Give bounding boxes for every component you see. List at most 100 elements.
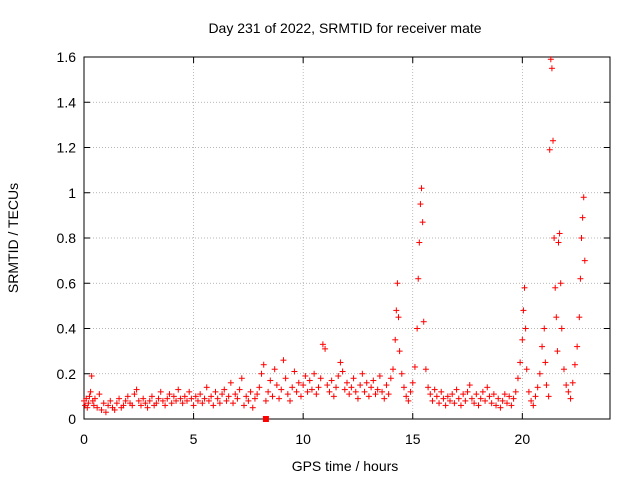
data-point (94, 404, 101, 411)
data-point (449, 391, 456, 398)
data-point (497, 404, 504, 411)
data-point (379, 388, 386, 395)
data-point (346, 391, 353, 398)
data-point (522, 325, 529, 332)
data-point (184, 397, 191, 404)
data-point (157, 388, 164, 395)
data-point (390, 366, 397, 373)
data-point (409, 379, 416, 386)
data-point (278, 386, 285, 393)
data-point (359, 370, 366, 377)
data-point (578, 235, 585, 241)
data-point (425, 384, 432, 391)
data-point (395, 314, 402, 321)
x-tick-label: 0 (80, 431, 88, 447)
data-point (383, 382, 390, 389)
data-point (427, 391, 434, 398)
data-point (287, 397, 294, 404)
data-point (420, 318, 427, 325)
data-point (339, 368, 346, 375)
square-marker (262, 416, 269, 422)
data-point (315, 384, 322, 391)
data-point (464, 388, 471, 395)
data-point (291, 368, 298, 375)
data-point (140, 395, 147, 402)
data-point (555, 239, 562, 246)
data-point (297, 393, 304, 400)
data-point (330, 393, 337, 400)
data-point (236, 386, 243, 393)
data-point (563, 382, 570, 389)
data-point (394, 280, 401, 287)
data-point (232, 391, 239, 398)
data-point (203, 384, 210, 391)
data-point (131, 391, 138, 398)
data-point (385, 391, 392, 398)
data-point (133, 386, 140, 393)
data-point (403, 393, 410, 400)
data-point (221, 386, 228, 393)
data-point (91, 395, 98, 402)
data-point (262, 397, 269, 404)
data-point (387, 375, 394, 382)
data-point (84, 404, 91, 411)
data-point (365, 393, 372, 400)
data-point (216, 400, 223, 407)
data-point (416, 239, 423, 246)
data-point (512, 388, 519, 395)
data-point (440, 395, 447, 402)
data-point (319, 341, 326, 348)
data-point (541, 325, 548, 332)
data-point (214, 395, 221, 402)
data-point (525, 388, 532, 395)
x-tick-label: 20 (515, 431, 531, 447)
data-point (122, 397, 129, 404)
data-point (462, 397, 469, 404)
data-point (556, 230, 563, 237)
data-point (457, 402, 464, 409)
data-point (100, 400, 107, 407)
data-point (238, 375, 245, 382)
data-point (282, 375, 289, 382)
y-tick-label: 0.2 (57, 366, 77, 382)
data-point (153, 400, 160, 407)
data-point (210, 402, 217, 409)
data-point (271, 366, 278, 373)
data-point (455, 395, 462, 402)
data-point (120, 402, 127, 409)
data-point (113, 400, 120, 407)
data-point (393, 307, 400, 314)
data-point (190, 402, 197, 409)
data-point (311, 370, 318, 377)
data-point (144, 404, 151, 411)
data-point (579, 214, 586, 221)
data-point (192, 393, 199, 400)
data-point (208, 393, 215, 400)
data-point (543, 382, 550, 389)
data-point (405, 397, 412, 404)
data-point (444, 393, 451, 400)
data-point (517, 359, 524, 366)
data-point (560, 366, 567, 373)
data-point (574, 343, 581, 350)
data-point (225, 393, 232, 400)
data-point (418, 185, 425, 192)
data-point (482, 397, 489, 404)
data-point (415, 275, 422, 282)
data-point (254, 391, 261, 398)
data-point (546, 146, 553, 153)
data-point (247, 388, 254, 395)
data-point (357, 382, 364, 389)
data-point (552, 284, 559, 291)
y-tick-label: 0.8 (57, 230, 77, 246)
data-point (249, 404, 256, 411)
data-point (240, 402, 247, 409)
data-point (293, 388, 300, 395)
chart-title: Day 231 of 2022, SRMTID for receiver mat… (208, 20, 481, 36)
data-point (129, 402, 136, 409)
data-point (514, 375, 521, 382)
data-point (550, 137, 557, 144)
data-point (447, 397, 454, 404)
data-point (223, 397, 230, 404)
